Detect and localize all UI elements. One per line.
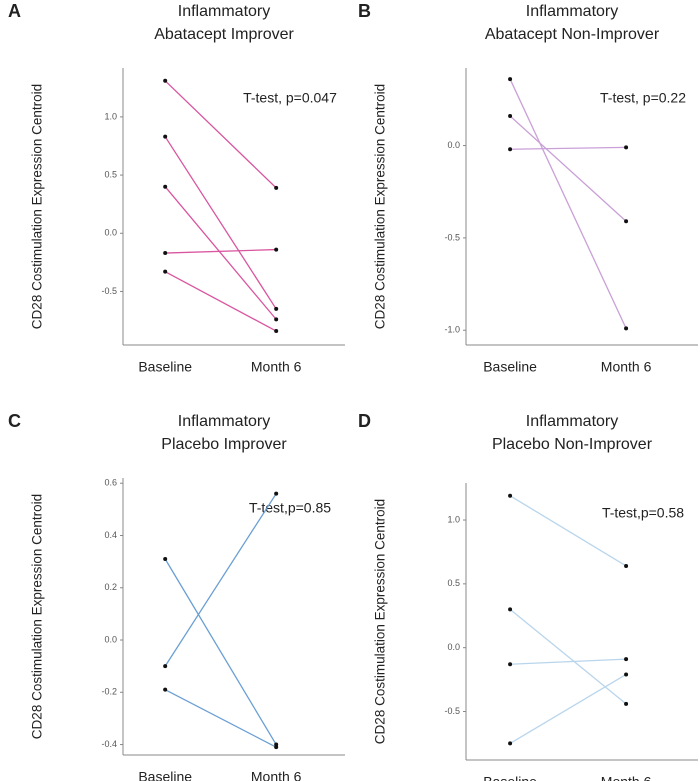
point bbox=[624, 326, 629, 331]
point bbox=[508, 114, 513, 119]
y-tick-label: 1.0 bbox=[447, 514, 460, 524]
panel: B Inflammatory Abatacept Non-Improver CD28 … bbox=[358, 1, 698, 375]
chart-title: Inflammatory bbox=[526, 413, 618, 430]
subject-line bbox=[510, 146, 627, 150]
y-tick-label: 1.0 bbox=[104, 111, 117, 121]
x-tick-label: Baseline bbox=[483, 359, 537, 375]
subject-line bbox=[164, 689, 277, 748]
point bbox=[274, 247, 279, 252]
point bbox=[508, 607, 513, 612]
y-axis-label: CD28 Costimulation Expression Centroid bbox=[373, 499, 388, 744]
point bbox=[274, 329, 279, 334]
point bbox=[624, 219, 629, 224]
subject-line bbox=[509, 78, 627, 329]
x-tick-label: Baseline bbox=[138, 769, 192, 781]
point bbox=[624, 701, 629, 706]
y-axis-label: CD28 Costimulation Expression Centroid bbox=[373, 84, 388, 329]
y-tick-label: 0.5 bbox=[447, 578, 460, 588]
subject-line bbox=[509, 608, 627, 705]
subject-line bbox=[164, 186, 277, 320]
point bbox=[624, 672, 629, 677]
y-tick-label: 0.2 bbox=[104, 582, 117, 592]
point bbox=[274, 317, 279, 322]
subject-line bbox=[509, 673, 627, 744]
panel: D Inflammatory Placebo Non-Improver CD28 Co… bbox=[358, 411, 698, 781]
subject-line bbox=[164, 558, 277, 745]
x-tick-label: Baseline bbox=[483, 774, 537, 781]
annotation: T-test, p=0.047 bbox=[243, 90, 337, 106]
subject-line bbox=[165, 248, 277, 254]
annotation: T-test,p=0.58 bbox=[602, 505, 684, 521]
x-tick-label: Month 6 bbox=[601, 774, 652, 781]
point bbox=[163, 251, 168, 256]
point bbox=[624, 145, 629, 150]
panel: C Inflammatory Placebo Improver CD28 Costim… bbox=[8, 411, 345, 781]
subject-line bbox=[164, 136, 277, 310]
panel-label: D bbox=[358, 411, 371, 431]
y-tick-label: -0.4 bbox=[101, 739, 117, 749]
chart-subtitle: Placebo Improver bbox=[161, 436, 287, 453]
y-tick-label: 0.0 bbox=[447, 140, 460, 150]
subject-line bbox=[164, 80, 277, 189]
point bbox=[274, 306, 279, 311]
x-tick-label: Month 6 bbox=[601, 359, 652, 375]
panel: A Inflammatory Abatacept Improver CD28 Cost… bbox=[8, 1, 345, 375]
y-tick-label: 0.5 bbox=[104, 169, 117, 179]
point bbox=[163, 134, 168, 139]
chart-title: Inflammatory bbox=[178, 413, 270, 430]
chart-title: Inflammatory bbox=[178, 3, 270, 20]
chart-title: Inflammatory bbox=[526, 3, 618, 20]
point bbox=[163, 184, 168, 189]
panel-label: A bbox=[8, 1, 21, 21]
y-tick-label: 0.6 bbox=[104, 478, 117, 488]
x-tick-label: Month 6 bbox=[251, 359, 302, 375]
subject-line bbox=[510, 658, 627, 665]
point bbox=[508, 741, 513, 746]
y-tick-label: -1.0 bbox=[444, 325, 460, 335]
y-tick-label: -0.2 bbox=[101, 687, 117, 697]
y-tick-label: 0.0 bbox=[104, 634, 117, 644]
chart-subtitle: Abatacept Improver bbox=[154, 26, 294, 43]
point bbox=[624, 563, 629, 568]
y-tick-label: -0.5 bbox=[101, 286, 117, 296]
x-tick-label: Month 6 bbox=[251, 769, 302, 781]
point bbox=[508, 493, 513, 498]
y-axis-label: CD28 Costimulation Expression Centroid bbox=[30, 84, 45, 329]
point bbox=[274, 185, 279, 190]
point bbox=[508, 77, 513, 82]
point bbox=[274, 745, 279, 750]
point bbox=[508, 662, 513, 667]
point bbox=[163, 664, 168, 669]
subject-line bbox=[509, 495, 627, 567]
y-tick-label: -0.5 bbox=[444, 232, 460, 242]
point bbox=[508, 147, 513, 152]
y-tick-label: -0.5 bbox=[444, 706, 460, 716]
chart-subtitle: Placebo Non-Improver bbox=[492, 436, 653, 453]
panel-label: B bbox=[358, 1, 371, 21]
y-axis-label: CD28 Costimulation Expression Centroid bbox=[30, 494, 45, 739]
point bbox=[624, 657, 629, 662]
annotation: T-test,p=0.85 bbox=[249, 500, 331, 516]
subject-line bbox=[164, 271, 277, 332]
y-tick-label: 0.0 bbox=[104, 228, 117, 238]
y-tick-label: 0.0 bbox=[447, 642, 460, 652]
point bbox=[163, 687, 168, 692]
point bbox=[163, 557, 168, 562]
point bbox=[163, 78, 168, 83]
subject-line bbox=[509, 115, 627, 222]
y-tick-label: 0.4 bbox=[104, 530, 117, 540]
point bbox=[163, 269, 168, 274]
panel-label: C bbox=[8, 411, 21, 431]
chart-subtitle: Abatacept Non-Improver bbox=[485, 26, 660, 43]
subject-line bbox=[164, 493, 277, 667]
x-tick-label: Baseline bbox=[138, 359, 192, 375]
annotation: T-test, p=0.22 bbox=[600, 90, 686, 106]
point bbox=[274, 491, 279, 496]
